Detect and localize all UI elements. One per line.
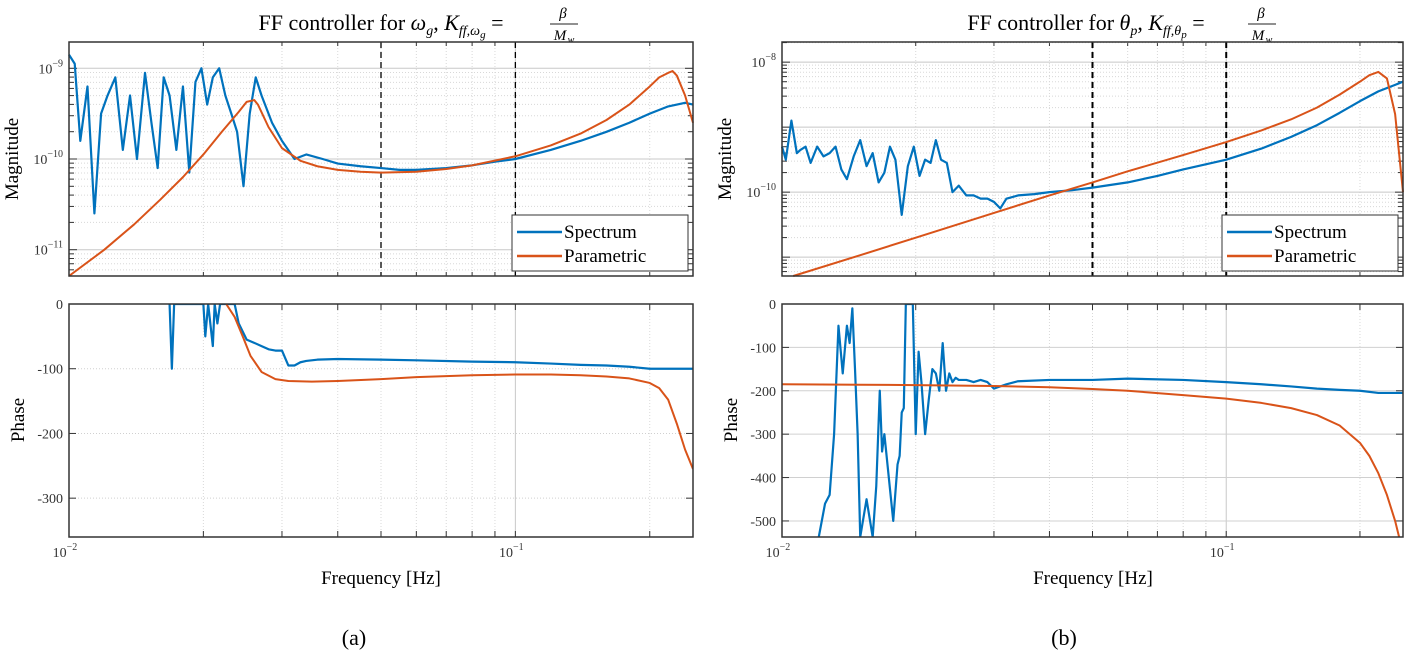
series-line-parametric bbox=[782, 383, 1401, 537]
phase-axes-b: 0 -100 -200 -300 -400 -500 10−2 10−1 bbox=[750, 298, 1404, 561]
chart-title-b: FF controller for θp, Kff,θp = bbox=[967, 10, 1204, 41]
series-line-spectrum bbox=[817, 304, 1403, 537]
svg-text:w: w bbox=[568, 35, 575, 46]
legend-box bbox=[511, 214, 689, 272]
y-tick-label: 10−8 bbox=[751, 52, 776, 71]
axes-frame bbox=[68, 303, 694, 538]
series-line-spectrum bbox=[168, 304, 693, 370]
title-fraction-b: β M w bbox=[1248, 6, 1276, 46]
svg-text:M: M bbox=[1251, 28, 1266, 44]
legend-label-spectrum: Spectrum bbox=[564, 222, 637, 243]
title-fraction-a: β M w bbox=[550, 6, 578, 46]
plot-area bbox=[782, 304, 1403, 537]
y-tick-label: 10−9 bbox=[38, 58, 63, 77]
x-tick-label: 10−2 bbox=[53, 542, 78, 561]
ylabel-magnitude-b: Magnitude bbox=[715, 118, 736, 200]
x-tick-label: 10−1 bbox=[1210, 542, 1235, 561]
y-tick-label: -400 bbox=[750, 472, 776, 487]
y-tick-label: 10−10 bbox=[33, 149, 63, 168]
caption-b: (b) bbox=[1051, 625, 1077, 650]
ylabel-phase-b: Phase bbox=[721, 398, 742, 442]
y-tick-label: -300 bbox=[37, 492, 63, 507]
legend: Spectrum Parametric bbox=[511, 214, 689, 272]
ylabel-phase-a: Phase bbox=[8, 398, 29, 442]
legend-label-parametric: Parametric bbox=[564, 246, 646, 267]
ylabel-magnitude-a: Magnitude bbox=[2, 118, 23, 200]
x-tick-label: 10−1 bbox=[499, 542, 524, 561]
legend-box bbox=[1221, 214, 1399, 272]
panel-a: FF controller for ωg, Kff,ωg = β M w 10−… bbox=[2, 6, 694, 650]
caption-a: (a) bbox=[342, 625, 366, 650]
magnitude-axes-b: 10−8 10−10 Spectrum Parametric bbox=[746, 41, 1404, 277]
series-line-spectrum bbox=[68, 54, 694, 215]
y-tick-label: 10−10 bbox=[746, 182, 776, 201]
y-tick-label: -200 bbox=[37, 427, 63, 442]
y-tick-label: -200 bbox=[750, 385, 776, 400]
xlabel-b: Frequency [Hz] bbox=[1033, 568, 1153, 589]
legend-label-spectrum: Spectrum bbox=[1274, 222, 1347, 243]
series-line-spectrum bbox=[780, 80, 1404, 216]
svg-text:M: M bbox=[553, 28, 568, 44]
axes-frame bbox=[68, 41, 694, 277]
series-line-parametric bbox=[68, 70, 694, 277]
y-tick-label: 0 bbox=[769, 298, 776, 313]
y-tick-label: -500 bbox=[750, 515, 776, 530]
legend-label-parametric: Parametric bbox=[1274, 246, 1356, 267]
phase-axes-a: 0 -100 -200 -300 10−2 10−1 bbox=[37, 298, 694, 561]
svg-text:β: β bbox=[1256, 6, 1265, 22]
series-line-parametric bbox=[225, 304, 693, 470]
y-tick-label: -100 bbox=[37, 363, 63, 378]
axes-frame bbox=[781, 303, 1404, 538]
y-tick-label: 0 bbox=[56, 298, 63, 313]
axes-frame bbox=[781, 41, 1404, 277]
series-line-parametric bbox=[792, 70, 1404, 277]
legend: Spectrum Parametric bbox=[1221, 214, 1399, 272]
svg-text:β: β bbox=[558, 6, 567, 22]
x-tick-label: 10−2 bbox=[766, 542, 791, 561]
magnitude-axes-a: 10−9 10−10 10−11 Spectrum Parametric bbox=[33, 41, 694, 277]
chart-title-a: FF controller for ωg, Kff,ωg = bbox=[259, 10, 504, 41]
xlabel-a: Frequency [Hz] bbox=[321, 568, 441, 589]
svg-text:w: w bbox=[1266, 35, 1273, 46]
y-tick-label: -300 bbox=[750, 428, 776, 443]
y-tick-label: 10−11 bbox=[34, 240, 63, 259]
y-tick-label: -100 bbox=[750, 341, 776, 356]
panel-b: FF controller for θp, Kff,θp = β M w 10−… bbox=[715, 6, 1404, 650]
